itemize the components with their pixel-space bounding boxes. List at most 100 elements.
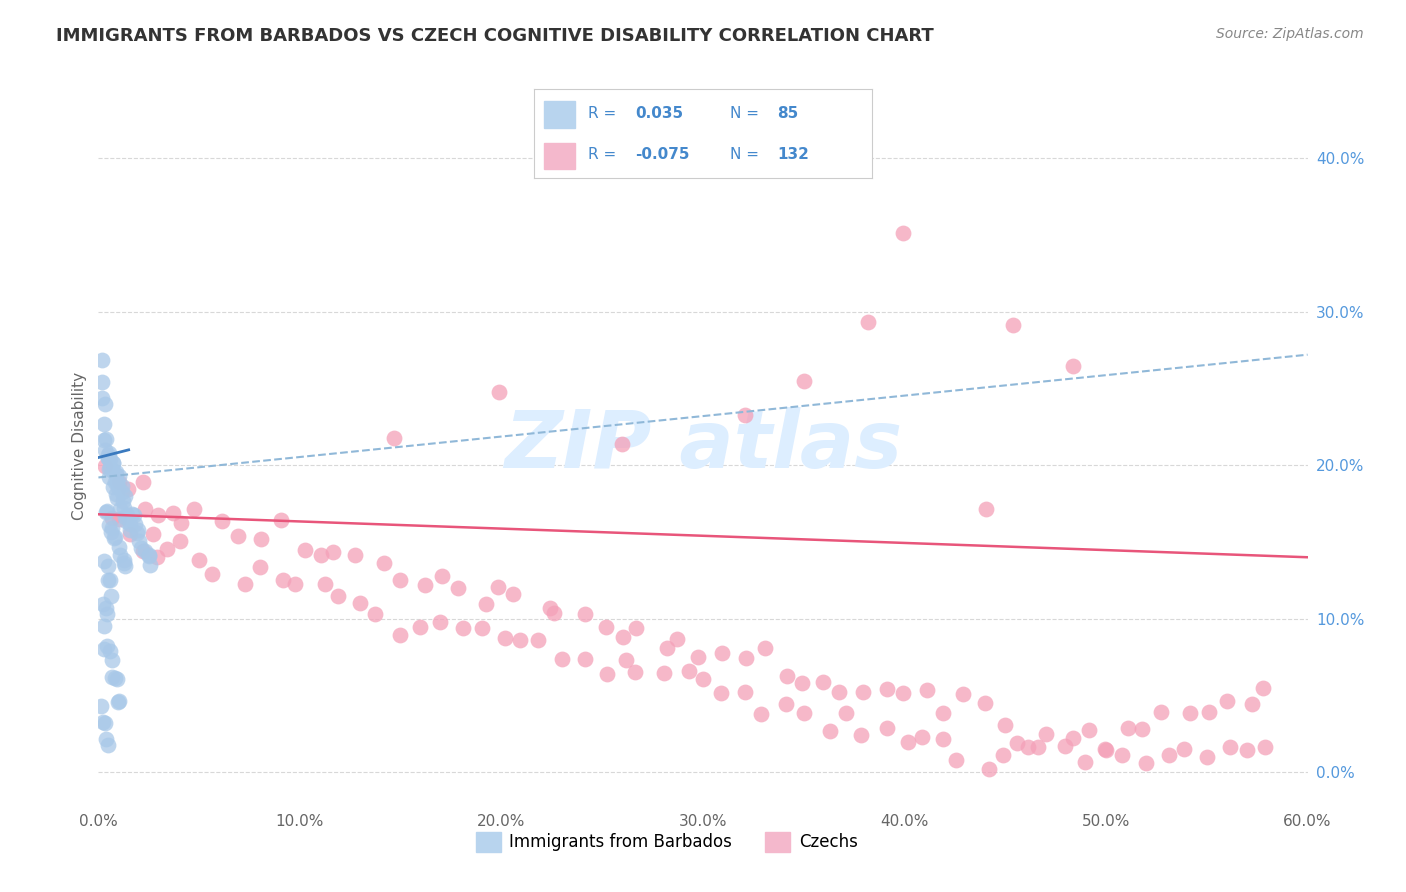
Point xyxy=(138,548,160,562)
Point xyxy=(754,640,776,655)
Point xyxy=(1062,359,1084,374)
Point xyxy=(120,523,142,537)
Point xyxy=(775,698,797,712)
Point xyxy=(974,696,997,710)
Point xyxy=(211,514,233,528)
Point xyxy=(793,706,815,720)
Point xyxy=(170,516,193,531)
Point xyxy=(891,685,914,699)
Point xyxy=(538,601,561,615)
Point xyxy=(1001,318,1024,332)
Point xyxy=(96,504,118,518)
Point xyxy=(931,706,953,721)
Text: N =: N = xyxy=(730,106,759,120)
Point xyxy=(131,475,153,489)
Point xyxy=(270,513,292,527)
Point xyxy=(1130,722,1153,736)
Point xyxy=(129,541,152,555)
Point xyxy=(309,549,332,563)
Point xyxy=(624,622,647,636)
Point xyxy=(112,553,135,567)
Point xyxy=(233,577,256,591)
Point xyxy=(201,567,224,582)
Point xyxy=(93,641,115,656)
Point xyxy=(101,457,124,471)
Point xyxy=(98,460,121,475)
Point xyxy=(226,529,249,543)
Point xyxy=(94,731,117,746)
Point xyxy=(624,665,647,679)
Point xyxy=(488,385,510,400)
Text: N =: N = xyxy=(730,147,759,161)
Point xyxy=(100,589,122,603)
Point xyxy=(322,545,344,559)
Point xyxy=(574,652,596,666)
Point xyxy=(1078,723,1101,737)
Point xyxy=(1135,756,1157,770)
Point xyxy=(388,573,411,587)
Point xyxy=(101,456,124,470)
Point xyxy=(686,650,709,665)
Point xyxy=(430,568,453,582)
Point xyxy=(96,450,118,465)
Point xyxy=(858,315,880,329)
Point xyxy=(1198,705,1220,719)
Point xyxy=(429,615,451,630)
Point xyxy=(156,541,179,556)
Point xyxy=(314,577,336,591)
Point xyxy=(1253,681,1275,695)
Point xyxy=(134,501,156,516)
Point xyxy=(108,512,131,526)
Point xyxy=(120,516,142,531)
Point xyxy=(96,639,118,653)
Point xyxy=(98,446,121,460)
Point xyxy=(94,397,117,411)
Point xyxy=(117,482,139,496)
Point xyxy=(111,485,134,500)
Point xyxy=(183,501,205,516)
Point xyxy=(105,465,128,479)
Point xyxy=(94,716,117,731)
Point xyxy=(652,666,675,681)
Point xyxy=(447,582,470,596)
Point xyxy=(96,600,118,615)
Point xyxy=(678,665,700,679)
Point xyxy=(104,530,127,544)
Point xyxy=(121,507,143,521)
Point xyxy=(111,494,134,508)
Point xyxy=(98,573,121,587)
Point xyxy=(692,673,714,687)
Point xyxy=(101,464,124,478)
Point xyxy=(710,686,733,700)
Point xyxy=(101,653,124,667)
Point xyxy=(349,596,371,610)
Point xyxy=(98,644,121,658)
Point xyxy=(1017,739,1039,754)
Point xyxy=(409,620,432,634)
Point xyxy=(389,627,412,641)
Point xyxy=(1005,735,1028,749)
Point xyxy=(97,448,120,462)
Point xyxy=(138,549,160,564)
Point xyxy=(991,747,1014,762)
Point xyxy=(103,531,125,545)
Point xyxy=(595,620,617,634)
Point xyxy=(107,480,129,494)
Point xyxy=(93,554,115,568)
Point xyxy=(382,431,405,445)
Point xyxy=(474,597,496,611)
Point xyxy=(494,631,516,645)
Point xyxy=(1053,739,1076,753)
Point xyxy=(132,544,155,558)
Text: 85: 85 xyxy=(778,106,799,120)
Point xyxy=(110,548,132,562)
Point xyxy=(1074,755,1097,769)
Point xyxy=(1094,743,1116,757)
Point xyxy=(897,734,920,748)
Point xyxy=(851,727,873,741)
Point xyxy=(107,468,129,483)
Point xyxy=(710,646,733,660)
Point xyxy=(1028,740,1050,755)
Point xyxy=(91,391,114,405)
Point xyxy=(96,607,118,621)
